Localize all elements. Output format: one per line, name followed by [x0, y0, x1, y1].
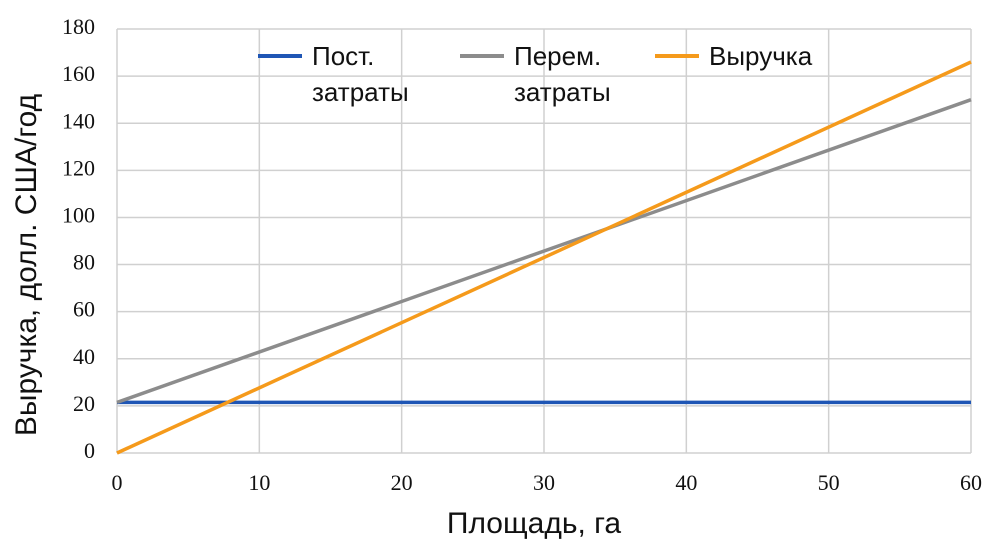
series-line — [116, 60, 972, 455]
x-tick-label: 10 — [248, 470, 270, 495]
y-tick-label: 100 — [62, 202, 95, 227]
legend-label: Перем. затраты — [514, 41, 611, 107]
x-tick-label: 0 — [112, 470, 123, 495]
legend: Пост. затраты Перем. затраты Выручка — [0, 38, 990, 118]
y-tick-label: 60 — [73, 297, 95, 322]
y-tick-label: 0 — [84, 438, 95, 463]
y-tick-label: 180 — [62, 14, 95, 39]
x-tick-label: 50 — [818, 470, 840, 495]
legend-entry: Выручка — [655, 38, 819, 74]
series-line — [116, 98, 972, 405]
y-tick-label: 160 — [62, 61, 95, 86]
legend-entry: Перем. затраты — [460, 38, 624, 110]
y-axis-title: Выручка, долл. США/год — [10, 94, 43, 436]
legend-label: Пост. затраты — [312, 41, 409, 107]
legend-swatch — [655, 54, 699, 58]
y-tick-label: 20 — [73, 391, 95, 416]
y-tick-label: 140 — [62, 108, 95, 133]
x-tick-label: 30 — [533, 470, 555, 495]
x-tick-label: 40 — [675, 470, 697, 495]
y-tick-label: 40 — [73, 344, 95, 369]
y-tick-label: 120 — [62, 155, 95, 180]
legend-swatch — [460, 54, 504, 58]
x-axis-title: Площадь, га — [447, 507, 622, 540]
legend-label: Выручка — [709, 41, 813, 71]
legend-entry: Пост. затраты — [258, 38, 422, 110]
y-tick-label: 80 — [73, 250, 95, 275]
legend-swatch — [258, 54, 302, 58]
x-tick-label: 20 — [391, 470, 413, 495]
x-tick-label: 60 — [960, 470, 982, 495]
